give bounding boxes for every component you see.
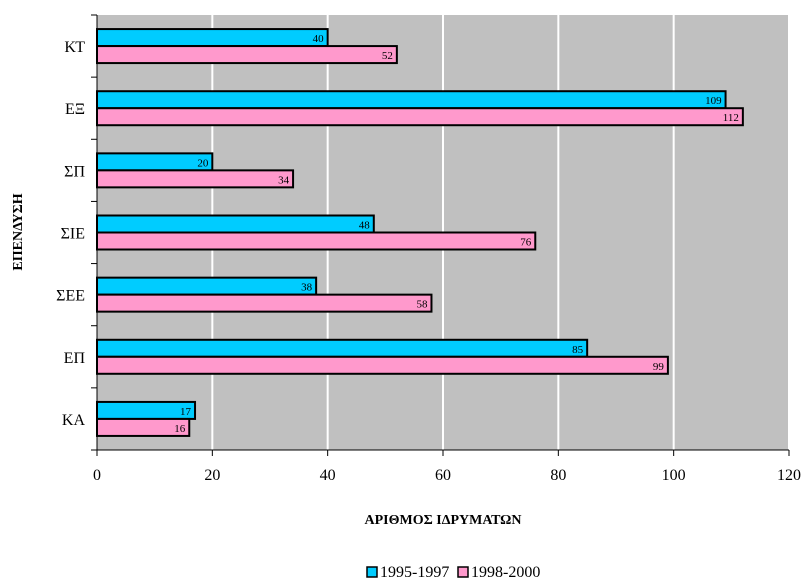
- legend-swatch-1995-1997: [366, 566, 378, 578]
- legend-label-1995-1997: 1995-1997: [380, 564, 449, 581]
- data-label: 38: [301, 282, 313, 294]
- bar-1998-2000-ΚΤ: [96, 45, 398, 65]
- y-tick-label: ΣΕΕ: [56, 288, 85, 305]
- x-tick-label: 100: [662, 467, 686, 484]
- x-axis-title: ΑΡΙΘΜΟΣ ΙΔΡΥΜΑΤΩΝ: [364, 513, 521, 528]
- data-label: 85: [572, 344, 584, 356]
- data-label: 76: [520, 237, 532, 249]
- x-tick-label: 80: [550, 467, 566, 484]
- data-label: 109: [705, 95, 722, 107]
- data-label: 20: [197, 157, 209, 169]
- y-tick-label: ΣΙΕ: [61, 226, 85, 243]
- x-tick-label: 0: [93, 467, 101, 484]
- bar-1998-2000-ΕΞ: [96, 107, 744, 127]
- bar-1995-1997-ΕΞ: [96, 90, 727, 110]
- legend: 1995-1997 1998-2000: [366, 564, 540, 581]
- bar-1995-1997-ΣΕΕ: [96, 276, 318, 296]
- y-tick-label: ΚΑ: [62, 412, 86, 429]
- y-tick-label: ΣΠ: [64, 163, 85, 180]
- data-label: 40: [313, 33, 325, 45]
- y-tick-label: ΕΠ: [64, 350, 86, 367]
- data-label: 17: [180, 406, 192, 418]
- bar-1998-2000-ΣΕΕ: [96, 293, 433, 313]
- bar-1995-1997-ΕΠ: [96, 338, 589, 358]
- data-label: 58: [416, 299, 428, 311]
- bar-1995-1997-ΣΙΕ: [96, 214, 375, 234]
- x-tick-label: 120: [777, 467, 801, 484]
- data-label: 48: [359, 220, 371, 232]
- bar-1998-2000-ΣΠ: [96, 169, 295, 189]
- bar-1995-1997-ΣΠ: [96, 152, 214, 172]
- data-label: 16: [174, 423, 186, 435]
- data-label: 112: [723, 112, 739, 124]
- data-label: 34: [278, 174, 290, 186]
- x-axis-ticks: 0 20 40 60 80 100 120: [93, 450, 801, 484]
- bar-1995-1997-ΚΤ: [96, 28, 329, 48]
- bar-1998-2000-ΕΠ: [96, 355, 669, 375]
- legend-swatch-1998-2000: [457, 566, 469, 578]
- bar-1998-2000-ΣΙΕ: [96, 231, 537, 251]
- y-tick-label: ΕΞ: [65, 101, 85, 118]
- y-tick-label: ΚΤ: [64, 39, 85, 56]
- x-tick-label: 40: [320, 467, 336, 484]
- data-label: 99: [653, 361, 665, 373]
- x-tick-label: 20: [204, 467, 220, 484]
- legend-label-1998-2000: 1998-2000: [471, 564, 540, 581]
- y-axis-title: ΕΠΕΝΔΥΣΗ: [11, 193, 26, 270]
- y-axis-ticks: ΚΤ ΕΞ ΣΠ ΣΙΕ ΣΕΕ ΕΠ ΚΑ: [56, 14, 97, 451]
- data-label: 52: [382, 50, 393, 62]
- x-tick-label: 60: [435, 467, 451, 484]
